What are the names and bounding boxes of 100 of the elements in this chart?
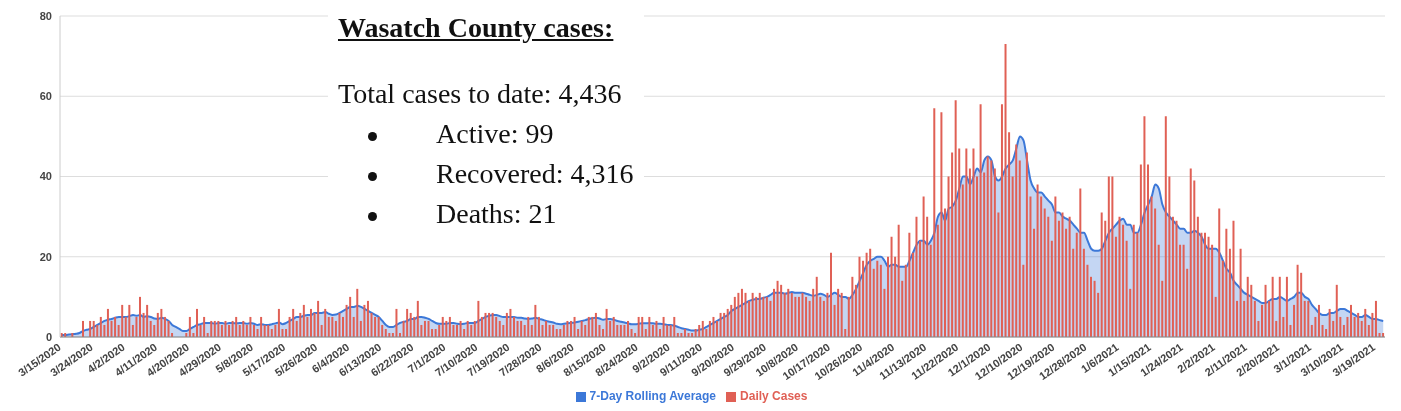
bar <box>203 316 206 337</box>
bar <box>456 324 458 337</box>
bar <box>498 320 501 337</box>
bar <box>922 196 925 337</box>
bar <box>1015 144 1018 337</box>
bar <box>537 316 540 337</box>
y-tick-label: 0 <box>45 330 52 343</box>
bar <box>156 312 159 337</box>
bar <box>121 304 124 337</box>
bar <box>908 232 911 337</box>
annotation: Deaths: 21 <box>435 197 558 231</box>
bar <box>267 324 270 337</box>
bar <box>1196 216 1199 337</box>
bar <box>723 312 726 337</box>
bar <box>224 320 227 337</box>
bar <box>1317 304 1320 337</box>
bar <box>1157 244 1160 337</box>
bar <box>637 316 640 337</box>
bar <box>698 324 701 337</box>
bar <box>1321 324 1324 337</box>
y-tick-label: 60 <box>39 90 52 103</box>
bar <box>188 316 191 337</box>
bar <box>1264 284 1267 337</box>
bar <box>986 156 989 337</box>
bar <box>1054 196 1057 337</box>
bar <box>228 324 231 337</box>
bar <box>712 316 715 337</box>
bar <box>776 280 779 337</box>
bar <box>263 324 266 337</box>
bar <box>495 316 498 337</box>
bar <box>1179 244 1182 337</box>
bar <box>701 320 704 337</box>
bar <box>940 112 943 337</box>
bar <box>242 320 245 337</box>
bar <box>605 308 608 337</box>
bar <box>82 320 85 337</box>
bar <box>1207 236 1210 337</box>
bar <box>1036 184 1039 337</box>
bar <box>395 308 398 337</box>
bar <box>801 292 804 337</box>
bar <box>96 324 99 337</box>
bar <box>356 288 359 337</box>
bar <box>648 316 651 337</box>
bar <box>580 320 583 337</box>
bar <box>488 312 491 337</box>
bar <box>1164 116 1167 337</box>
bar <box>1093 280 1096 337</box>
bar <box>1143 116 1146 337</box>
bar <box>623 324 626 337</box>
bar <box>769 300 772 337</box>
bar <box>805 296 808 337</box>
bar <box>566 320 569 337</box>
bar <box>1082 248 1085 337</box>
bar <box>1364 308 1367 337</box>
bar <box>139 296 141 337</box>
bar <box>1271 276 1274 337</box>
bar <box>527 316 530 337</box>
bar <box>1236 300 1239 337</box>
bar <box>277 308 280 337</box>
bar <box>730 304 733 337</box>
bar <box>787 288 790 337</box>
bar <box>106 308 109 337</box>
bar <box>773 288 776 337</box>
annotation: Recovered: 4,316 <box>435 157 634 191</box>
bar <box>349 296 352 337</box>
bar <box>1293 304 1296 337</box>
bar <box>830 252 832 337</box>
bar <box>943 208 946 337</box>
bar <box>545 320 548 337</box>
legend-label: Daily Cases <box>740 389 808 403</box>
bar <box>480 316 483 337</box>
bar <box>423 320 426 337</box>
bar <box>594 312 597 337</box>
bar <box>1033 228 1036 337</box>
bar <box>1353 316 1356 337</box>
bar <box>790 292 793 337</box>
bar <box>751 292 754 337</box>
bar <box>1296 264 1299 337</box>
bar <box>1107 176 1110 337</box>
bar <box>149 320 152 337</box>
bar <box>655 320 658 337</box>
bar <box>477 300 480 337</box>
bar <box>128 304 131 337</box>
bar <box>220 324 223 337</box>
bar <box>1150 196 1153 337</box>
bar <box>641 316 644 337</box>
bar <box>815 276 818 337</box>
bar <box>1239 248 1242 337</box>
bar <box>584 324 587 337</box>
bar <box>89 320 92 337</box>
bar <box>302 304 305 337</box>
bar <box>1218 208 1221 337</box>
bar <box>837 288 840 337</box>
bar <box>662 316 665 337</box>
bar <box>879 264 882 337</box>
bar <box>1374 300 1377 337</box>
bar <box>438 324 441 337</box>
bar <box>673 316 676 337</box>
bar <box>324 308 327 337</box>
bar <box>470 324 473 337</box>
